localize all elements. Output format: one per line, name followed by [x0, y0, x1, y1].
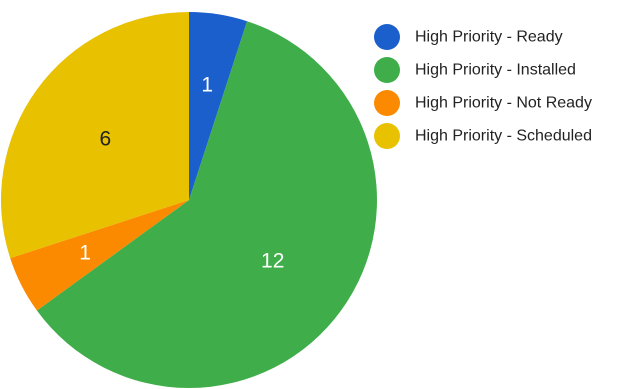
pie-slice-high-priority-scheduled[interactable] — [0, 12, 190, 259]
legend-swatch — [374, 123, 400, 149]
slice-value-label: 12 — [261, 249, 284, 272]
legend: High Priority - Ready High Priority - Ins… — [374, 24, 592, 149]
legend-label: High Priority - Installed — [415, 62, 576, 79]
slice-value-label: 1 — [79, 241, 91, 264]
legend-label: High Priority - Scheduled — [415, 128, 592, 145]
legend-swatch — [374, 24, 400, 50]
legend-item-high-priority-ready[interactable]: High Priority - Ready — [374, 24, 563, 50]
legend-label: High Priority - Not Ready — [415, 95, 592, 112]
pie-slice-high-priority-not-ready[interactable] — [10, 200, 190, 311]
pie-slice-labels: 1 12 1 6 — [79, 73, 284, 272]
legend-label: High Priority - Ready — [415, 29, 563, 46]
legend-swatch — [374, 57, 400, 83]
slice-value-label: 6 — [99, 128, 111, 151]
pie-slices — [0, 11, 377, 388]
legend-swatch — [374, 90, 400, 116]
pie-slice-high-priority-installed[interactable] — [36, 21, 377, 388]
legend-item-high-priority-installed[interactable]: High Priority - Installed — [374, 57, 576, 83]
pie-slice-high-priority-ready[interactable] — [189, 11, 248, 200]
legend-item-high-priority-scheduled[interactable]: High Priority - Scheduled — [374, 123, 592, 149]
legend-item-high-priority-not-ready[interactable]: High Priority - Not Ready — [374, 90, 592, 116]
slice-value-label: 1 — [201, 73, 213, 96]
